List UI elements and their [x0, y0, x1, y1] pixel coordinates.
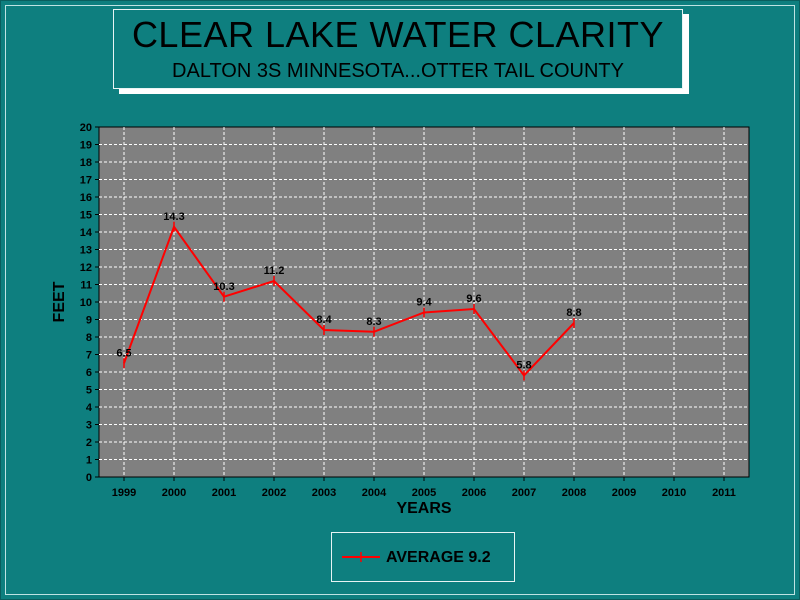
y-tick-label: 7 [86, 350, 92, 362]
y-tick-label: 4 [86, 402, 93, 414]
x-tick-label: 2008 [562, 487, 586, 499]
series: 6.5 14.3 10.3 11.2 8.4 8.3 9.4 9.6 5.8 8.8 [116, 211, 582, 381]
chart-title: CLEAR LAKE WATER CLARITY [131, 14, 665, 55]
y-tick-label: 17 [80, 175, 92, 187]
x-tick-label: 2004 [362, 487, 387, 499]
x-tick-label: 2000 [162, 487, 186, 499]
y-tick-label: 11 [80, 280, 92, 292]
x-tick-label: 2005 [412, 487, 436, 499]
x-tick-label: 2010 [662, 487, 686, 499]
y-tick-label: 15 [80, 210, 92, 222]
x-tick-label: 2003 [312, 487, 336, 499]
data-label: 11.2 [264, 265, 285, 277]
y-tick-label: 2 [86, 437, 92, 449]
data-label: 8.3 [366, 316, 381, 328]
chart-subtitle: DALTON 3S MINNESOTA...OTTER TAIL COUNTY [172, 60, 624, 82]
grid-lines [99, 127, 749, 477]
data-label: 9.6 [466, 293, 481, 305]
x-tick-label: 1999 [112, 487, 136, 499]
legend: AVERAGE 9.2 [331, 532, 515, 582]
data-label: 9.4 [416, 297, 432, 309]
series-line [123, 224, 575, 378]
y-tick-label: 5 [86, 385, 92, 397]
data-label: 8.8 [566, 307, 581, 319]
title-box: CLEAR LAKE WATER CLARITY DALTON 3S MINNE… [113, 9, 683, 89]
x-tick-label: 2007 [512, 487, 536, 499]
x-tick-label: 2011 [712, 487, 736, 499]
y-tick-label: 1 [86, 455, 92, 467]
y-tick-label: 3 [86, 420, 92, 432]
data-label: 14.3 [163, 211, 184, 223]
y-axis-label: FEET [51, 281, 68, 322]
legend-line-swatch [342, 552, 380, 562]
x-tick-label: 2002 [262, 487, 286, 499]
x-tick-label: 2001 [212, 487, 236, 499]
y-tick-label: 8 [86, 332, 92, 344]
x-axis-label: YEARS [396, 500, 451, 517]
y-tick-label: 19 [80, 140, 92, 152]
data-label: 6.5 [116, 347, 131, 359]
y-tick-label: 10 [80, 297, 92, 309]
y-tick-label: 20 [80, 122, 92, 134]
legend-series-label: AVERAGE 9.2 [386, 549, 491, 566]
y-tick-label: 16 [80, 192, 92, 204]
y-tick-label: 9 [86, 315, 92, 327]
y-tick-label: 12 [80, 262, 92, 274]
data-label: 5.8 [516, 360, 531, 372]
y-tick-label: 0 [86, 472, 92, 484]
x-tick-label: 2009 [612, 487, 636, 499]
y-tick-label: 14 [80, 227, 93, 239]
data-label: 8.4 [316, 314, 332, 326]
y-tick-label: 18 [80, 157, 92, 169]
y-tick-label: 6 [86, 367, 92, 379]
data-label: 10.3 [213, 281, 234, 293]
y-tick-label: 13 [80, 245, 92, 257]
x-tick-label: 2006 [462, 487, 486, 499]
